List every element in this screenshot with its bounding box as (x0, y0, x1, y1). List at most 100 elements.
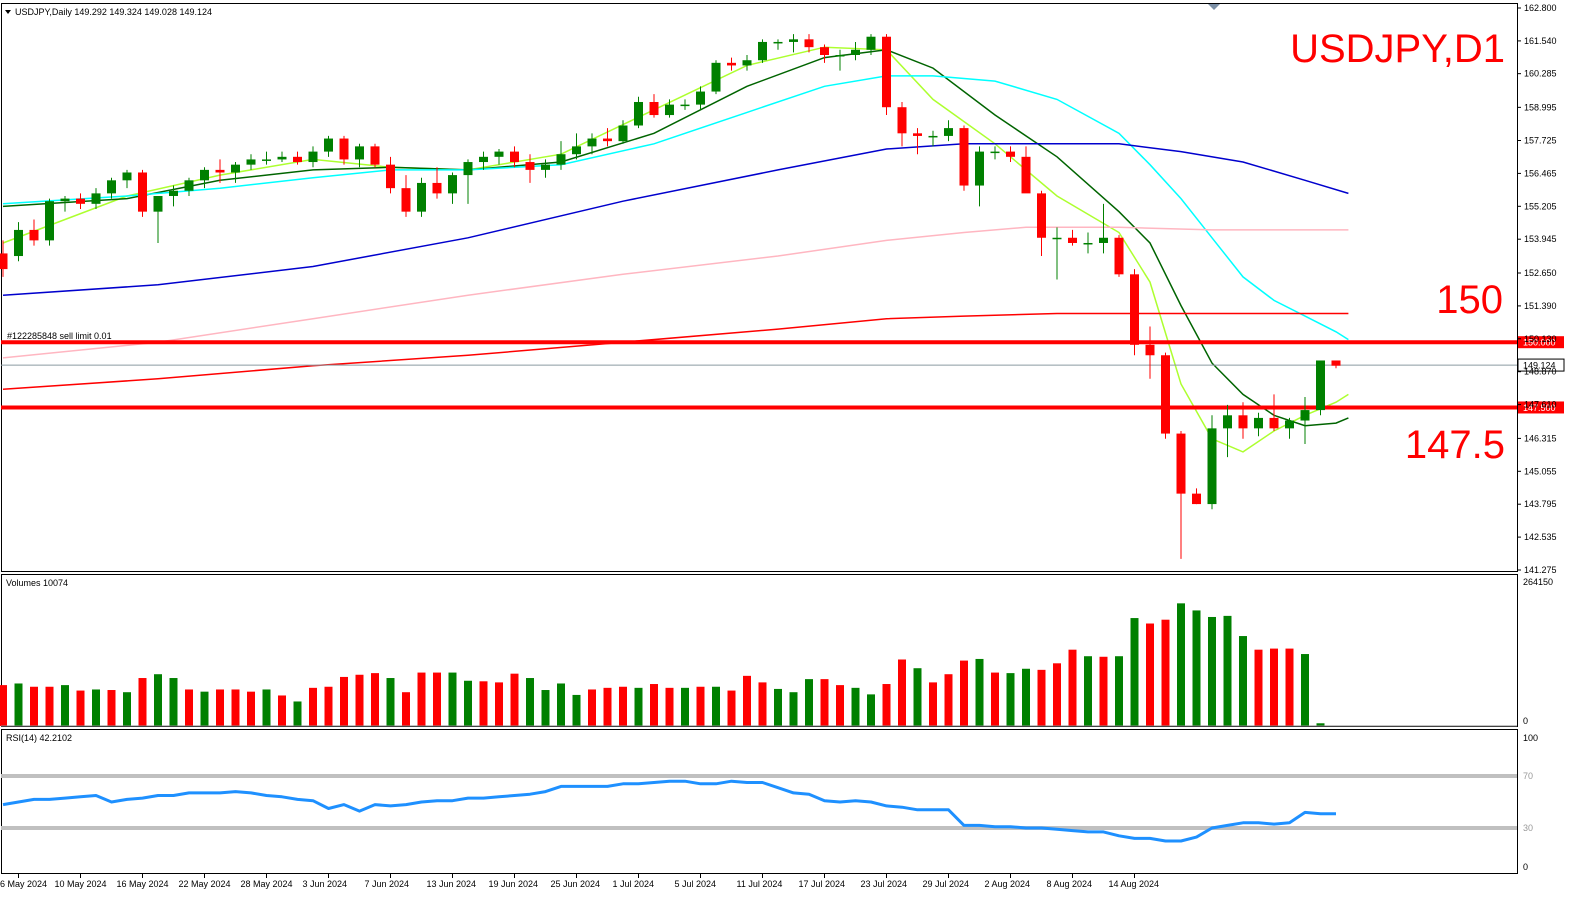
candle-body (1021, 156, 1031, 194)
candle-body (76, 198, 85, 204)
candle-body (153, 195, 163, 212)
candle (1068, 229, 1077, 246)
volume-bar (898, 659, 906, 726)
candle (355, 143, 364, 168)
candle (1238, 402, 1248, 439)
volume-bar (1037, 669, 1046, 726)
candle (246, 154, 256, 170)
candle-body (1083, 242, 1093, 245)
candle (742, 54, 752, 71)
rsi-indicator: 70 30 (1, 771, 1533, 843)
volume-bar (1254, 649, 1263, 726)
date-label: 17 Jul 2024 (799, 879, 846, 889)
candle-body (618, 125, 628, 142)
candle-body (14, 229, 23, 257)
candle (913, 128, 922, 155)
volume-bar (1192, 610, 1201, 726)
candle-body (804, 39, 814, 48)
candle (91, 188, 101, 210)
candle (370, 143, 380, 168)
moving-averages (2, 46, 1349, 453)
price-tick-label: 153.945 (1524, 234, 1557, 244)
price-tick-label: 158.995 (1524, 102, 1557, 112)
candle (122, 169, 132, 189)
level-price-tag-label: 150.000 (1523, 338, 1556, 348)
candle-body (944, 128, 953, 136)
candle (76, 193, 85, 210)
volume-bar (278, 695, 286, 726)
candle-body (1331, 360, 1341, 366)
candle-body (1223, 415, 1232, 429)
volume-bar (712, 686, 720, 726)
candle-body (835, 54, 845, 57)
price-tick-label: 151.390 (1524, 301, 1557, 311)
volume-bar (836, 685, 844, 726)
candle (200, 167, 209, 189)
volume-bar (402, 692, 410, 726)
moving-average-line (2, 226, 1349, 359)
level-147-5-annotation: 147.5 (1405, 423, 1505, 467)
candle-body (913, 133, 922, 136)
date-label: 1 Jul 2024 (613, 879, 655, 889)
price-tick-label: 148.870 (1524, 367, 1557, 377)
volume-bar (371, 673, 379, 726)
candle-body (1207, 428, 1217, 505)
volume-bar (758, 682, 767, 726)
candle-body (1145, 344, 1155, 356)
date-label: 5 Jul 2024 (675, 879, 717, 889)
candle (231, 162, 240, 183)
candle-body (587, 138, 597, 147)
candle (1006, 146, 1015, 163)
candle (758, 39, 767, 63)
volume-bar (1006, 673, 1015, 726)
candle-body (386, 164, 395, 189)
volume-bar (510, 673, 519, 726)
candle-body (510, 151, 519, 163)
candle-body (959, 128, 969, 186)
volume-bar (929, 682, 937, 726)
candle-body (479, 156, 488, 163)
date-label: 11 Jul 2024 (737, 879, 783, 889)
candle-body (401, 188, 411, 212)
dropdown-triangle-icon[interactable] (5, 10, 11, 14)
volume-bar (76, 690, 85, 726)
volume-bar (169, 678, 178, 726)
candle-body (789, 39, 798, 42)
volume-bar (572, 694, 581, 726)
candle-body (1254, 417, 1263, 429)
volume-bar (1316, 723, 1325, 726)
candle (634, 96, 643, 129)
candle (1145, 326, 1155, 379)
candle-body (1269, 417, 1279, 429)
candle (107, 177, 116, 199)
candle-body (107, 180, 116, 194)
candle (324, 135, 333, 157)
candle-body (928, 135, 938, 138)
candle (572, 133, 581, 160)
candle (29, 219, 39, 246)
volume-max-label: 264150 (1523, 577, 1553, 587)
candle (1316, 360, 1325, 416)
price-tick-label: 155.205 (1524, 201, 1557, 211)
candle (448, 172, 457, 204)
rsi-bottom-label: 0 (1523, 862, 1528, 872)
rsi-line (2, 779, 1336, 843)
date-label: 16 May 2024 (117, 879, 169, 889)
volume-bar (634, 687, 643, 726)
volume-bar (851, 687, 860, 726)
volume-bar (1068, 649, 1077, 726)
volume-bar (913, 668, 922, 726)
candle-body (200, 169, 209, 181)
scroll-marker-icon[interactable] (1208, 4, 1220, 10)
rsi-top-label: 100 (1523, 733, 1538, 743)
volume-bar (820, 679, 829, 726)
volume-bar (603, 687, 612, 726)
volume-bar (975, 658, 984, 726)
candle (432, 167, 442, 199)
candle (649, 94, 659, 118)
candle-body (277, 156, 287, 160)
candle (215, 159, 225, 183)
candle-body (1161, 355, 1170, 434)
volume-bar (944, 674, 953, 726)
candle (665, 99, 674, 118)
